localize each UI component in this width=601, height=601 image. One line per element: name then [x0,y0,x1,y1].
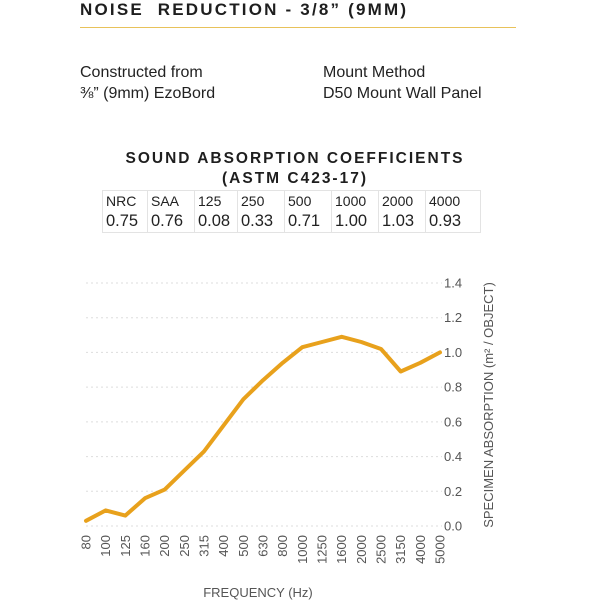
value-cell-4000: 0.93 [425,210,481,233]
y-tick-label: 0.6 [444,414,462,429]
coefficients-title: SOUND ABSORPTION COEFFICIENTS (ASTM C423… [0,149,590,189]
x-tick-label: 2000 [354,535,369,564]
x-tick-label: 500 [236,535,251,557]
x-tick-label: 1600 [334,535,349,564]
x-tick-label: 800 [275,535,290,557]
x-tick-label: 1250 [315,535,330,564]
coefficients-title-line1: SOUND ABSORPTION COEFFICIENTS [125,150,465,167]
x-tick-label: 4000 [413,535,428,564]
value-cell-1000: 1.00 [331,210,379,233]
header-cell-500: 500 [284,190,332,210]
header-cell-2000: 2000 [378,190,426,210]
value-cell-2000: 1.03 [378,210,426,233]
y-tick-label: 0.8 [444,380,462,395]
y-tick-labels: 0.0 0.2 0.4 0.6 0.8 1.0 1.2 1.4 [444,276,462,534]
header-cell-125: 125 [194,190,238,210]
header-cell-saa: SAA [147,190,195,210]
x-tick-label: 160 [138,535,153,557]
header-cell-250: 250 [237,190,285,210]
x-axis-title: FREQUENCY (Hz) [203,585,313,600]
x-tick-label: 100 [98,535,113,557]
x-tick-label: 5000 [433,535,448,564]
y-tick-label: 1.2 [444,310,462,325]
coefficients-value-row: 0.75 0.76 0.08 0.33 0.71 1.00 1.03 0.93 [102,210,481,233]
page-title: NOISE REDUCTION - 3/8” (9MM) [80,0,409,19]
chart-grid [86,282,442,527]
y-tick-label: 1.4 [444,276,462,291]
x-tick-label: 250 [177,535,192,557]
y-tick-label: 1.0 [444,345,462,360]
value-cell-250: 0.33 [237,210,285,233]
x-tick-label: 200 [157,535,172,557]
mount-value: D50 Mount Wall Panel [323,85,482,102]
title-divider [80,27,516,28]
x-tick-label: 630 [256,535,271,557]
header-cell-1000: 1000 [331,190,379,210]
x-tick-label: 80 [79,535,94,549]
x-tick-labels: 80 100 125 160 200 250 315 400 500 630 800 1000 1250… [79,535,448,564]
coefficients-title-line2: (ASTM C423-17) [222,170,368,187]
construction-label: Constructed from [80,64,203,81]
x-tick-label: 1000 [295,535,310,564]
value-cell-500: 0.71 [284,210,332,233]
construction-value: ⅜” (9mm) EzoBord [80,85,216,102]
header-cell-nrc: NRC [102,190,148,210]
header-cell-4000: 4000 [425,190,481,210]
series-line [84,334,442,523]
x-tick-label: 3150 [393,535,408,564]
construction-info: Constructed from ⅜” (9mm) EzoBord [80,62,215,104]
x-tick-label: 2500 [374,535,389,564]
value-cell-125: 0.08 [194,210,238,233]
x-tick-label: 125 [118,535,133,557]
y-axis-title: SPECIMEN ABSORPTION (m² / OBJECT) [481,282,496,528]
coefficients-header-row: NRC SAA 125 250 500 1000 2000 4000 [102,190,481,210]
mount-label: Mount Method [323,64,426,81]
mount-info: Mount Method D50 Mount Wall Panel [323,62,482,104]
coefficients-table: NRC SAA 125 250 500 1000 2000 4000 0.75 … [102,190,481,233]
x-tick-label: 400 [216,535,231,557]
y-tick-label: 0.0 [444,519,462,534]
value-cell-saa: 0.76 [147,210,195,233]
y-tick-label: 0.4 [444,449,462,464]
y-tick-label: 0.2 [444,484,462,499]
x-tick-label: 315 [197,535,212,557]
